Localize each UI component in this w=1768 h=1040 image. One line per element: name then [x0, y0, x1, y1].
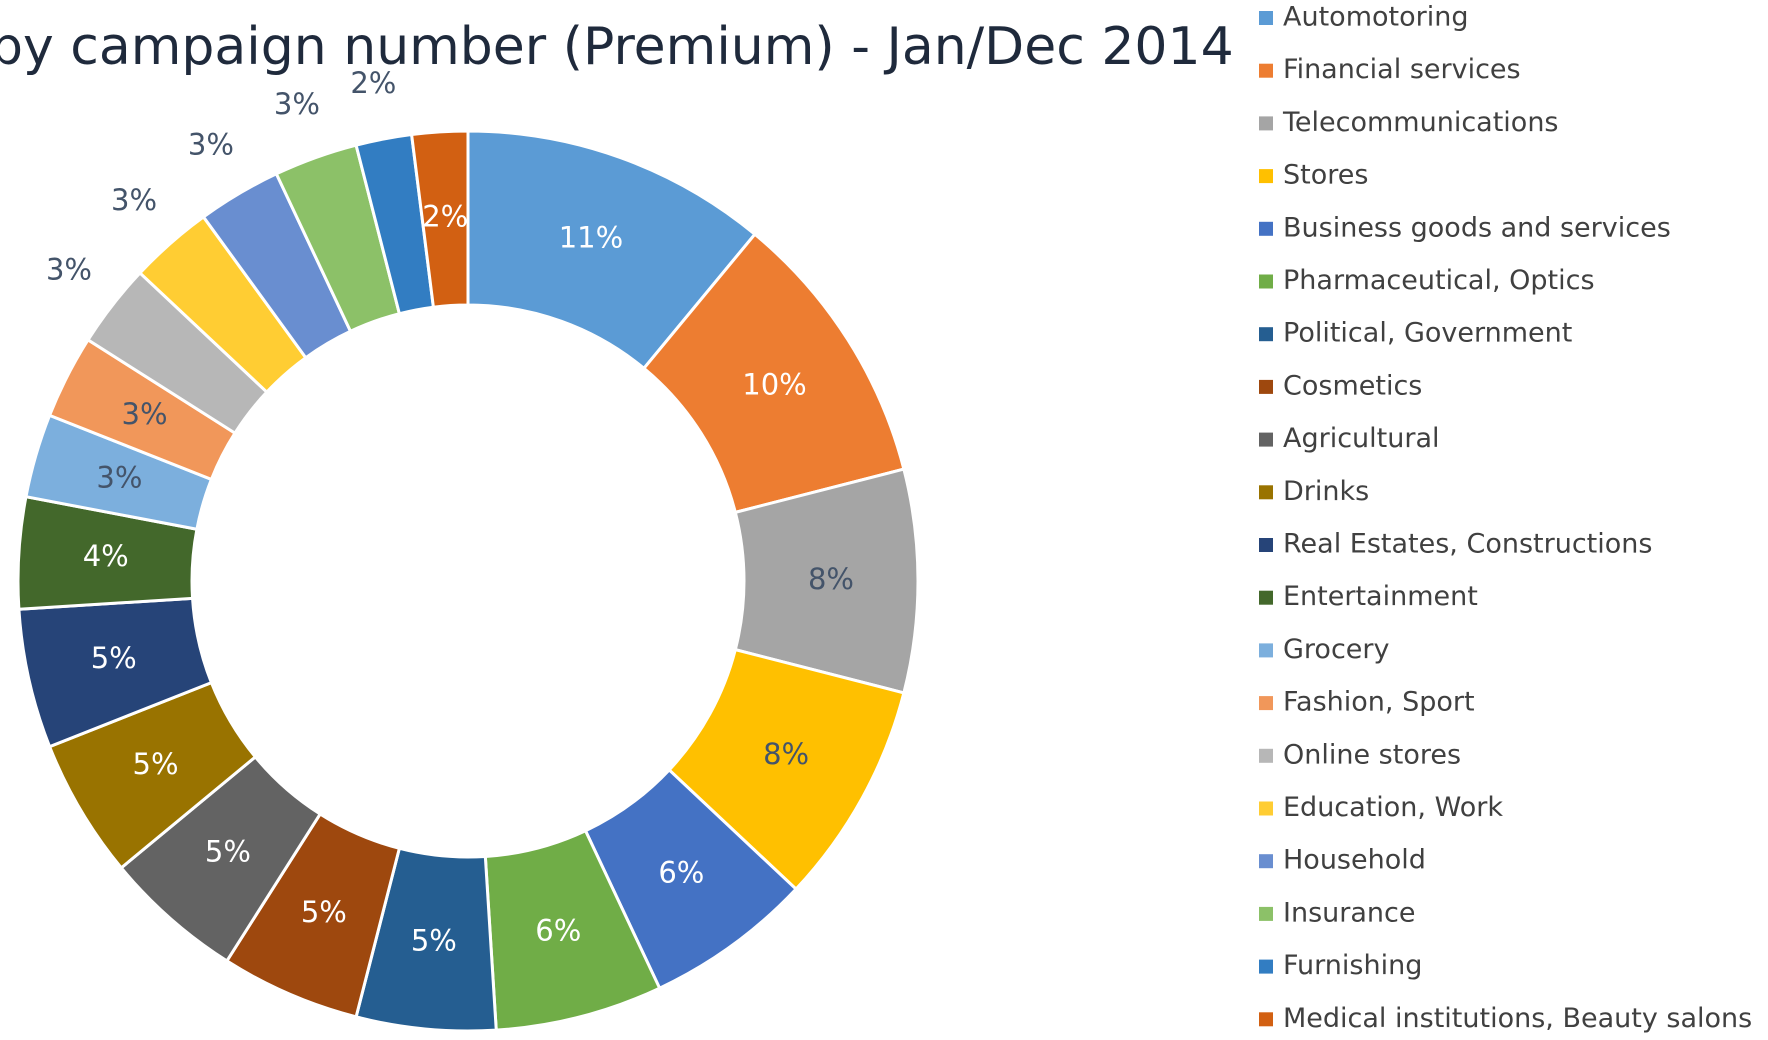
legend-label: Grocery: [1283, 634, 1390, 665]
legend-swatch: [1259, 274, 1273, 289]
legend-swatch: [1259, 959, 1273, 974]
legend-label: Telecommunications: [1282, 107, 1559, 138]
legend-label: Agricultural: [1283, 423, 1440, 454]
legend-swatch: [1259, 696, 1273, 711]
legend-label: Automotoring: [1283, 2, 1468, 33]
legend-label: Household: [1283, 845, 1426, 876]
data-label: 11%: [559, 220, 623, 254]
data-label: 2%: [422, 200, 468, 234]
data-label: 3%: [111, 183, 157, 217]
data-label: 6%: [535, 914, 581, 948]
legend-swatch: [1259, 1012, 1273, 1027]
legend-swatch: [1259, 854, 1273, 869]
legend-label: Medical institutions, Beauty salons: [1283, 1003, 1752, 1034]
legend-swatch: [1259, 643, 1273, 658]
legend-swatch: [1259, 169, 1273, 184]
legend-swatch: [1259, 590, 1273, 605]
legend-label: Drinks: [1283, 476, 1369, 507]
legend-label: Education, Work: [1283, 792, 1503, 823]
legend-label: Pharmaceutical, Optics: [1283, 265, 1595, 296]
legend-label: Insurance: [1283, 897, 1415, 928]
data-label: 3%: [46, 252, 92, 286]
data-label: 3%: [188, 127, 234, 161]
legend-label: Online stores: [1283, 739, 1461, 770]
donut-segment: [409, 129, 470, 309]
data-label: 10%: [742, 367, 806, 401]
data-label: 3%: [274, 87, 320, 121]
legend-label: Business goods and services: [1283, 212, 1671, 243]
data-label: 8%: [808, 562, 854, 596]
legend-label: Entertainment: [1283, 581, 1478, 612]
legend-swatch: [1259, 221, 1273, 236]
legend-swatch: [1259, 748, 1273, 763]
legend-label: Stores: [1283, 160, 1368, 191]
data-label: 4%: [83, 539, 129, 573]
legend-label: Financial services: [1283, 54, 1521, 85]
data-label: 3%: [122, 397, 168, 431]
legend-label: Furnishing: [1283, 950, 1422, 981]
data-label: 5%: [91, 641, 137, 675]
legend-label: Political, Government: [1283, 318, 1572, 349]
legend-swatch: [1259, 63, 1273, 78]
data-label: 3%: [96, 461, 142, 495]
legend-swatch: [1259, 485, 1273, 500]
data-label: 5%: [133, 747, 179, 781]
legend-swatch: [1259, 379, 1273, 394]
data-label: 6%: [658, 856, 704, 890]
data-label: 5%: [301, 895, 347, 929]
legend-label: Fashion, Sport: [1283, 687, 1475, 718]
chart-title: by campaign number (Premium) - Jan/Dec 2…: [0, 17, 1234, 77]
data-label: 8%: [763, 737, 809, 771]
legend-swatch: [1259, 116, 1273, 131]
data-label: 5%: [205, 834, 251, 868]
data-label: 2%: [350, 66, 396, 100]
legend-swatch: [1259, 327, 1273, 342]
legend-swatch: [1259, 538, 1273, 552]
legend-swatch: [1259, 801, 1273, 816]
legend-swatch: [1259, 906, 1273, 921]
data-label: 5%: [411, 923, 457, 957]
legend-label: Cosmetics: [1283, 370, 1422, 401]
legend-swatch: [1259, 432, 1273, 447]
legend-label: Real Estates, Constructions: [1283, 529, 1652, 560]
legend-swatch: [1259, 11, 1273, 25]
